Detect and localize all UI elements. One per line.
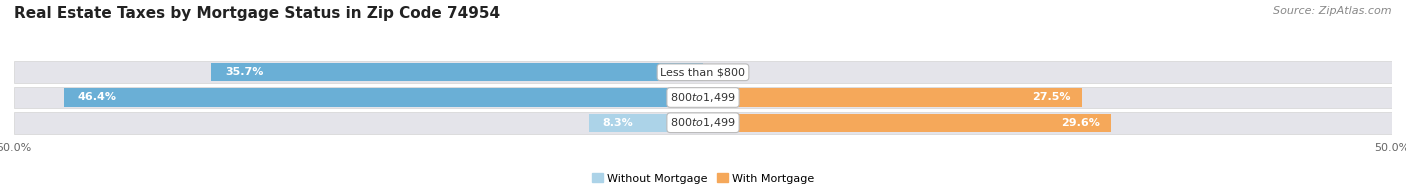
Text: 35.7%: 35.7% xyxy=(225,67,263,77)
Bar xyxy=(703,88,1083,107)
Bar xyxy=(703,114,1111,132)
Bar xyxy=(589,114,703,132)
Bar xyxy=(14,112,1392,134)
Text: Less than $800: Less than $800 xyxy=(661,67,745,77)
Legend: Without Mortgage, With Mortgage: Without Mortgage, With Mortgage xyxy=(588,169,818,188)
Text: 46.4%: 46.4% xyxy=(77,92,117,103)
Text: 0.0%: 0.0% xyxy=(714,67,742,77)
Text: Source: ZipAtlas.com: Source: ZipAtlas.com xyxy=(1274,6,1392,16)
Text: 8.3%: 8.3% xyxy=(602,118,633,128)
Bar xyxy=(14,61,1392,83)
Text: $800 to $1,499: $800 to $1,499 xyxy=(671,91,735,104)
Text: Real Estate Taxes by Mortgage Status in Zip Code 74954: Real Estate Taxes by Mortgage Status in … xyxy=(14,6,501,21)
Text: 29.6%: 29.6% xyxy=(1062,118,1099,128)
Bar xyxy=(63,88,703,107)
Bar xyxy=(14,87,1392,108)
Text: 27.5%: 27.5% xyxy=(1032,92,1071,103)
Text: $800 to $1,499: $800 to $1,499 xyxy=(671,116,735,129)
Bar xyxy=(211,63,703,81)
